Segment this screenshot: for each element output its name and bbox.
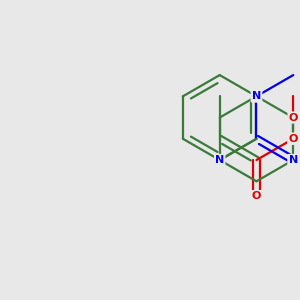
Text: N: N (252, 91, 261, 101)
Text: O: O (289, 134, 298, 144)
Text: O: O (252, 191, 261, 201)
Text: N: N (289, 155, 298, 165)
Text: N: N (215, 155, 224, 165)
Text: N: N (289, 155, 298, 165)
Text: O: O (289, 112, 298, 123)
Text: O: O (289, 134, 298, 144)
Text: O: O (252, 191, 261, 201)
Text: N: N (252, 91, 261, 101)
